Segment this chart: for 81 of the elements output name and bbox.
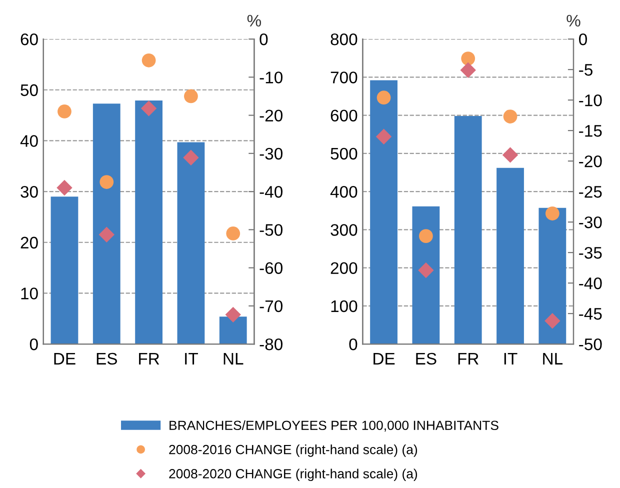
bar: [50, 196, 78, 344]
point: [58, 104, 72, 118]
bar: [135, 100, 162, 344]
y2-tick-label: -30: [260, 148, 282, 160]
point: [142, 53, 156, 68]
point: [376, 90, 391, 105]
y-tick-label: 10: [21, 288, 38, 300]
legend-label: BRANCHES/EMPLOYEES PER 100,000 INHABITANTS: [170, 420, 498, 432]
y-tick-label: 60: [20, 33, 38, 46]
y2-tick-label: -35: [579, 246, 602, 259]
y2-tick-label: -10: [579, 94, 602, 106]
point: [225, 306, 241, 323]
point: [184, 89, 198, 104]
legend-label: 2008-2016 CHANGE (right-hand scale) (a): [169, 444, 418, 457]
bar: [496, 168, 524, 344]
bar: [412, 206, 440, 344]
x-tick-label: IT: [504, 352, 518, 364]
y-tick-label: 600: [330, 110, 358, 122]
y2-tick-label: 0: [579, 33, 587, 46]
y-tick-label: 700: [330, 72, 358, 84]
y2-tick-label: -60: [260, 262, 282, 274]
point: [503, 110, 518, 124]
y-tick-label: 0: [349, 338, 358, 350]
y2-tick-label: -20: [579, 155, 602, 168]
y-tick-label: 200: [330, 262, 358, 274]
x-tick-label: ES: [416, 352, 436, 365]
y2-tick-label: -25: [579, 186, 602, 198]
point: [544, 313, 560, 329]
bar: [177, 142, 205, 344]
point: [460, 62, 476, 78]
point: [226, 226, 240, 240]
y2-tick-label: -20: [260, 110, 282, 122]
x-tick-label: FR: [139, 352, 160, 364]
y-tick-label: 20: [20, 236, 38, 249]
y2-tick-label: -70: [260, 300, 282, 312]
point: [98, 226, 114, 242]
x-tick-label: ES: [96, 352, 117, 365]
point: [461, 52, 476, 66]
y2-tick-label: -45: [579, 308, 602, 320]
bar: [370, 80, 398, 344]
point: [56, 180, 72, 196]
y2-tick-label: -80: [260, 338, 282, 350]
x-tick-label: FR: [458, 352, 478, 364]
point: [418, 229, 433, 244]
point: [140, 100, 157, 116]
y2-axis-title: %: [247, 14, 262, 27]
bar: [219, 316, 247, 344]
y2-tick-label: -50: [579, 338, 602, 350]
bar: [92, 104, 120, 344]
x-tick-label: DE: [54, 352, 76, 364]
bar: [454, 116, 482, 344]
y-tick-label: 30: [20, 186, 38, 198]
point: [418, 262, 434, 278]
y-tick-label: 0: [30, 338, 38, 350]
y-tick-label: 100: [331, 300, 358, 312]
point: [183, 150, 199, 166]
y2-tick-label: -40: [579, 277, 602, 290]
y2-tick-label: -15: [579, 125, 602, 137]
point: [376, 128, 392, 144]
bar: [538, 208, 566, 344]
y-tick-label: 50: [20, 84, 38, 96]
point: [100, 175, 114, 189]
y2-tick-label: -30: [579, 216, 602, 228]
point: [545, 206, 560, 220]
y2-axis-title: %: [566, 14, 580, 27]
y-tick-label: 400: [330, 186, 358, 198]
x-tick-label: NL: [543, 352, 563, 364]
point: [502, 147, 518, 163]
y2-tick-label: 0: [260, 33, 268, 46]
legend-label: 2008-2020 CHANGE (right-hand scale) (a): [169, 468, 418, 482]
y-tick-label: 800: [330, 33, 358, 46]
x-tick-label: NL: [224, 352, 244, 364]
x-tick-label: DE: [374, 352, 395, 364]
y-tick-label: 40: [20, 135, 38, 147]
y-tick-label: 500: [330, 148, 358, 160]
y2-tick-label: -40: [260, 186, 282, 198]
y-tick-label: 300: [330, 224, 358, 236]
y2-tick-label: -50: [260, 224, 282, 236]
y2-tick-label: -10: [260, 72, 282, 84]
x-tick-label: IT: [185, 352, 198, 364]
y2-tick-label: -5: [579, 64, 592, 76]
